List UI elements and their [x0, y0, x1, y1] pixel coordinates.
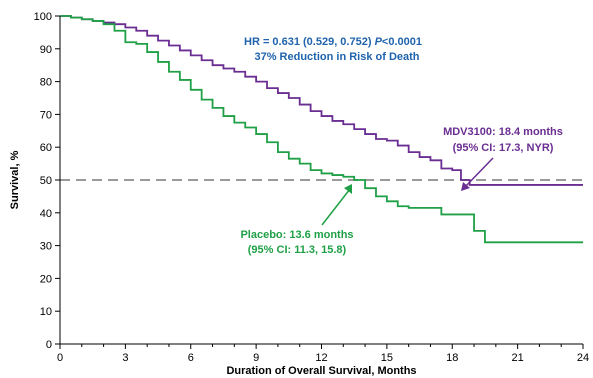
y-tick-label: 100: [34, 11, 52, 23]
placebo-median-annotation: Placebo: 13.6 months: [240, 229, 353, 241]
x-tick-label: 12: [315, 352, 327, 364]
hr-annotation-p: P: [375, 36, 383, 48]
y-tick-label: 10: [40, 306, 52, 318]
y-ticks: 0 10 20 30 40 50 60 70 80 90 100: [34, 11, 60, 351]
x-tick-label: 21: [512, 352, 524, 364]
y-axis-title: Survival, %: [9, 150, 21, 209]
x-tick-label: 15: [381, 352, 393, 364]
hr-reduction-annotation: 37% Reduction in Risk of Death: [254, 51, 419, 63]
placebo-survival-curve: [60, 15, 583, 244]
placebo-ci-annotation: (95% CI: 11.3, 15.8): [248, 244, 347, 256]
y-tick-label: 0: [46, 339, 52, 351]
mdv-arrow-head: [461, 182, 470, 191]
mdv-median-annotation: MDV3100: 18.4 months: [443, 126, 563, 138]
mdv-ci-annotation: (95% CI: 17.3, NYR): [453, 142, 554, 154]
hr-annotation-prefix: HR = 0.631 (0.529, 0.752): [244, 36, 375, 48]
hr-annotation: HR = 0.631 (0.529, 0.752) P<0.0001: [244, 36, 422, 48]
placebo-arrow-line: [321, 188, 351, 226]
x-tick-label: 18: [446, 352, 458, 364]
y-tick-label: 60: [40, 142, 52, 154]
x-tick-label: 0: [57, 352, 63, 364]
x-tick-label: 6: [188, 352, 194, 364]
series-layer: [60, 15, 583, 244]
y-tick-label: 40: [40, 208, 52, 220]
y-tick-label: 20: [40, 273, 52, 285]
x-tick-label: 24: [577, 352, 589, 364]
x-axis-title: Duration of Overall Survival, Months: [226, 365, 416, 377]
placebo-arrow-head: [344, 184, 352, 194]
x-tick-label: 9: [253, 352, 259, 364]
y-tick-label: 70: [40, 109, 52, 121]
mdv-arrow-line: [463, 157, 494, 189]
y-tick-label: 90: [40, 44, 52, 56]
y-tick-label: 50: [40, 175, 52, 187]
y-tick-label: 30: [40, 241, 52, 253]
x-tick-label: 3: [122, 352, 128, 364]
y-tick-label: 80: [40, 77, 52, 89]
x-ticks: 0 3 6 9 12 15 18 21 24: [57, 344, 589, 364]
mdv3100-survival-curve: [60, 15, 583, 186]
hr-annotation-suffix: <0.0001: [382, 36, 422, 48]
